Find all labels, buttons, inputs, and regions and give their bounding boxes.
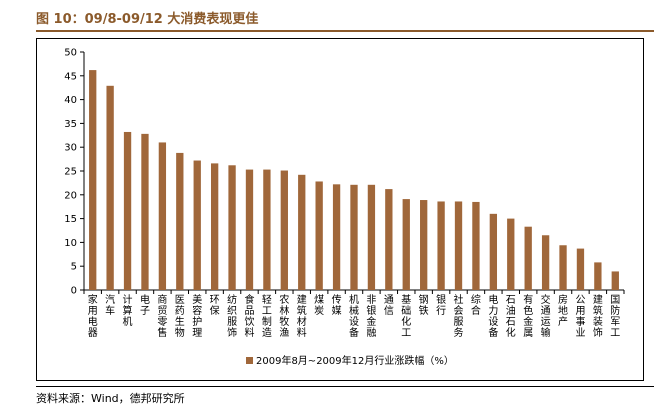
bar [298,174,306,290]
x-tick-label: 国防军工 [610,294,620,339]
bar [576,248,585,290]
y-tick-label: 15 [64,214,77,225]
bar [437,201,445,290]
y-tick-label: 40 [64,95,77,106]
bar-chart: 0 5 10 15 20 25 30 35 40 45 50 家用电器汽车计算机电子商贸零售医药生物… [64,48,625,367]
x-tick-label: 电力设备 [488,293,498,339]
x-tick-label: 房地产 [558,293,568,328]
x-axis-labels: 家用电器汽车计算机电子商贸零售医药生物美容护理环保纺织服饰食品饮料轻工制造农林牧… [83,290,625,339]
x-tick-label: 纺织服饰 [227,293,237,339]
bar [123,131,132,290]
footer-rule [36,386,654,387]
x-tick-label: 汽车 [105,293,115,317]
y-tick-label: 35 [64,119,77,130]
x-tick-label: 医药生物 [175,294,185,339]
x-tick-label: 通信 [384,294,394,317]
x-tick-label: 环保 [210,295,220,317]
bar [385,189,393,290]
x-tick-label: 交通运输 [541,293,551,339]
x-tick-label: 煤炭 [314,293,324,317]
x-tick-label: 银行 [436,293,446,317]
x-tick-label: 美容护理 [192,293,202,339]
bar [141,133,149,290]
bar [489,213,498,290]
bar [454,201,463,290]
bar [420,200,428,290]
y-tick-label: 25 [64,167,77,178]
bar [507,218,515,290]
bar [210,163,219,290]
figure-title: 图 10：09/8-09/12 大消费表现更佳 [36,12,259,27]
bar [367,184,376,290]
bar [594,262,602,290]
bar [315,181,323,290]
bar [228,165,236,290]
bar [332,184,341,290]
bar [350,184,358,290]
y-tick-label: 5 [71,262,77,273]
y-axis: 0 5 10 15 20 25 30 35 40 45 50 [64,48,624,297]
x-tick-label: 石油石化 [506,295,516,339]
y-tick-label: 0 [71,286,77,297]
bar [158,142,167,290]
x-tick-label: 非银金融 [366,294,376,339]
x-tick-label: 家用电器 [88,293,98,339]
y-tick-label: 20 [64,190,77,201]
bar [89,70,97,290]
x-tick-label: 机械设备 [349,293,359,339]
bar [245,169,254,290]
x-tick-label: 建筑装饰 [593,293,603,339]
bar [280,170,288,290]
x-tick-label: 有色金属 [523,293,533,339]
x-tick-label: 社会服务 [454,293,464,339]
y-tick-label: 30 [64,143,77,154]
x-tick-label: 建筑材料 [297,293,307,339]
bar [402,199,410,290]
bars [89,70,619,290]
title-rule [36,30,654,32]
x-tick-label: 传媒 [332,294,342,317]
x-tick-label: 计算机 [123,293,133,328]
y-tick-label: 45 [64,71,77,82]
x-tick-label: 基础化工 [401,293,411,339]
bar [541,235,550,290]
x-tick-label: 食品饮料 [244,293,254,339]
bar [472,201,480,290]
x-tick-label: 公用事业 [575,295,585,339]
legend: 2009年8月~2009年12月行业涨跌幅（%） [246,354,454,367]
y-tick-label: 50 [64,48,77,59]
chart-frame [36,38,644,381]
x-tick-label: 综合 [471,293,481,317]
x-tick-label: 电子 [140,293,150,317]
x-tick-label: 钢铁 [419,293,429,317]
bar [176,152,184,290]
bar [106,85,114,290]
x-tick-label: 商贸零售 [157,293,167,339]
bar [559,245,567,290]
source-note: 资料来源：Wind，德邦研究所 [36,392,185,405]
legend-label: 2009年8月~2009年12月行业涨跌幅（%） [256,354,454,367]
legend-swatch [246,357,253,364]
x-tick-label: 农林牧渔 [279,293,289,339]
y-tick-label: 10 [64,238,77,249]
bar [263,169,271,290]
bar [611,271,619,290]
bar [524,226,532,290]
x-tick-label: 轻工制造 [262,293,272,339]
bar [193,160,201,290]
